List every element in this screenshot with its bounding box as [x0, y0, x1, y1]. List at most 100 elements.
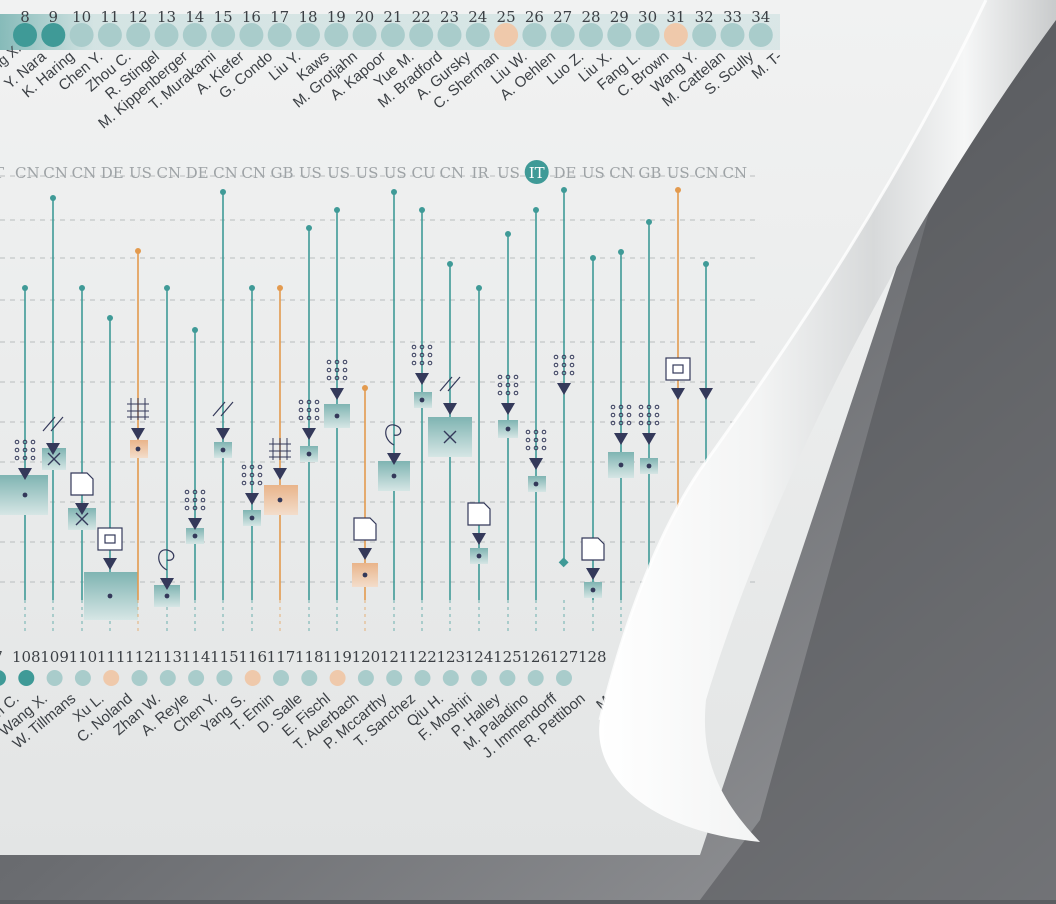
country-code: GB	[270, 164, 293, 182]
dot-grid-icon	[14, 455, 20, 461]
stem-top-dot	[391, 189, 397, 195]
top-index-number: 23	[440, 8, 459, 26]
top-index-number: 11	[100, 8, 119, 26]
dot-grid-icon	[533, 437, 539, 443]
timeline-stem	[264, 285, 298, 632]
dot-grid-icon	[419, 360, 425, 366]
country-code: US	[299, 164, 322, 182]
stem-top-dot	[618, 249, 624, 255]
dot-grid-icon	[525, 445, 531, 451]
top-index-number: 21	[383, 8, 402, 26]
bottom-index-dot	[556, 670, 572, 686]
dot-grid-icon	[184, 505, 190, 511]
bottom-index-number: 126	[521, 648, 550, 666]
stem-symbol	[553, 354, 575, 376]
dot-grid-icon	[654, 404, 660, 410]
dot-grid-icon	[533, 445, 539, 451]
dot-grid-icon	[525, 429, 531, 435]
top-index-number: 34	[751, 8, 770, 26]
stem-center-dot	[249, 515, 255, 521]
dot-grid-icon	[326, 359, 332, 365]
country-code: DE	[101, 164, 124, 182]
dot-grid-icon	[241, 480, 247, 486]
square-inner-icon	[672, 364, 684, 374]
top-index-number: 18	[298, 8, 317, 26]
timeline-stem	[378, 189, 410, 632]
dot-grid-icon	[298, 399, 304, 405]
bottom-index-dot	[46, 670, 63, 686]
top-index-dot	[663, 23, 688, 47]
country-code: CN	[609, 164, 634, 182]
stem-center-dot	[164, 593, 170, 599]
timeline-stem	[497, 231, 519, 632]
top-index-dot	[41, 23, 66, 47]
timeline-stem	[212, 189, 234, 632]
cross-icon	[75, 512, 89, 526]
dot-grid-icon	[505, 382, 511, 388]
top-index-number: 26	[525, 8, 544, 26]
stem-symbol	[97, 527, 123, 551]
stem-symbol	[525, 429, 547, 451]
top-index-dot	[550, 23, 575, 47]
stem-top-dot	[476, 285, 482, 291]
dot-grid-icon	[553, 362, 559, 368]
dot-grid-icon	[411, 360, 417, 366]
bottom-index-dot	[357, 670, 374, 686]
page-curl	[599, 0, 1056, 842]
stem-symbol	[14, 439, 36, 461]
country-code: US	[497, 164, 520, 182]
dot-grid-icon	[427, 360, 433, 366]
dot-grid-icon	[306, 407, 312, 413]
country-code-row: TCNCNCNDEUSCNDECNCNGBUSUSUSUSCUCNIRUSITD…	[0, 160, 747, 184]
bottom-index-dot	[414, 670, 431, 686]
dot-grid-icon	[241, 464, 247, 470]
arrow-marker	[302, 428, 316, 440]
top-index-number: 24	[468, 8, 487, 26]
bottom-index-dot	[273, 670, 289, 686]
stem-top-dot	[561, 187, 567, 193]
top-index-dot	[69, 23, 94, 47]
dot-grid-icon	[618, 404, 624, 410]
stem-top-dot	[164, 285, 170, 291]
dot-grid-icon	[192, 489, 198, 495]
slash-icon	[42, 416, 64, 432]
country-code: CN	[72, 164, 97, 182]
bottom-index-number: 122	[408, 648, 437, 666]
dot-grid-icon	[22, 455, 28, 461]
country-code: CN	[439, 164, 464, 182]
dot-grid-icon	[646, 412, 652, 418]
dot-grid-icon	[306, 399, 312, 405]
top-index-number: 20	[355, 8, 374, 26]
dot-grid-icon	[334, 375, 340, 381]
stem-symbol	[638, 404, 660, 426]
timeline-stem	[42, 195, 66, 632]
stem-top-dot	[590, 255, 596, 261]
dot-grid-icon	[541, 437, 547, 443]
dot-grid-icon	[257, 464, 263, 470]
country-code: US	[129, 164, 152, 182]
document-icon	[467, 502, 491, 526]
arrow-marker	[131, 428, 145, 440]
country-code: CU	[411, 164, 435, 182]
top-index-dot	[494, 23, 519, 47]
bottom-index-dot	[103, 670, 120, 686]
bottom-index-number: 115	[210, 648, 239, 666]
top-index-number: 17	[270, 8, 289, 26]
top-index-dot	[211, 23, 236, 47]
bottom-index-dot	[386, 670, 403, 686]
stem-top-dot	[22, 285, 28, 291]
dot-grid-icon	[626, 412, 632, 418]
stem-center-dot	[277, 497, 283, 503]
cross-icon	[443, 430, 457, 444]
country-code: US	[667, 164, 690, 182]
dot-grid-icon	[192, 505, 198, 511]
dot-grid-icon	[30, 439, 36, 445]
bottom-index-number: 121	[380, 648, 409, 666]
dot-grid-icon	[342, 359, 348, 365]
timeline-stem	[352, 385, 378, 632]
bottom-index-dot	[216, 670, 233, 686]
dot-grid-icon	[249, 464, 255, 470]
dot-grid-icon	[541, 429, 547, 435]
bottom-index-number: 128	[578, 648, 607, 666]
dot-grid-icon	[513, 382, 519, 388]
